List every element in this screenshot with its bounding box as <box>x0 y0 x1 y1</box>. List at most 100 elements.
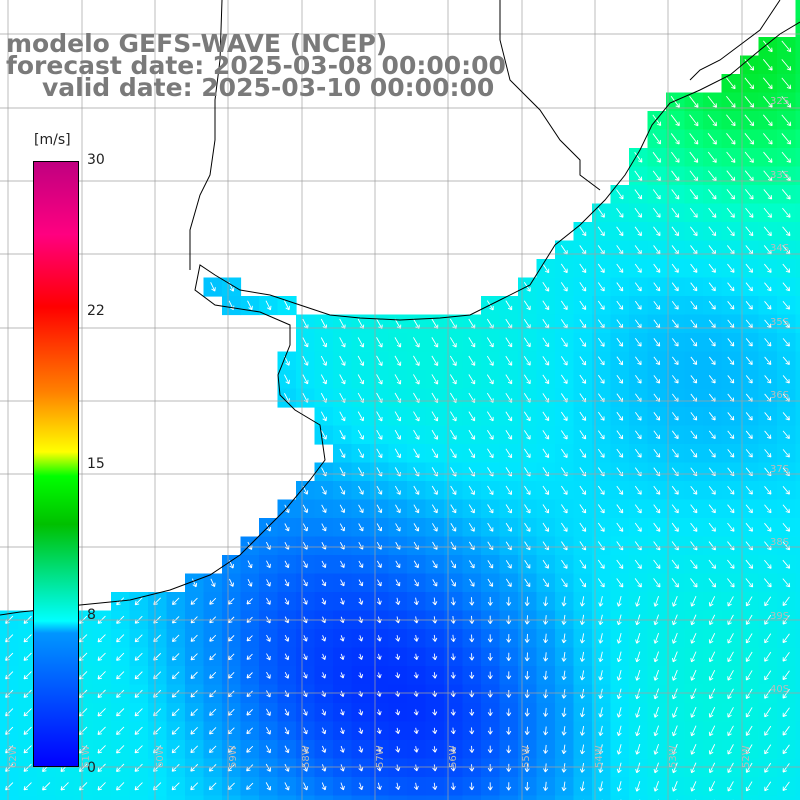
wind-arrow <box>707 151 717 163</box>
speed-cell <box>259 795 279 800</box>
wind-arrow <box>413 448 420 459</box>
wind-arrow <box>707 95 717 108</box>
wind-arrow <box>616 263 624 273</box>
wind-arrow <box>764 319 772 329</box>
wind-arrow <box>358 523 364 532</box>
wind-arrow <box>653 595 659 607</box>
wind-arrow <box>597 300 605 310</box>
wind-arrow <box>689 133 699 145</box>
wind-arrow <box>266 579 271 587</box>
wind-arrow <box>690 412 698 421</box>
wind-arrow <box>468 374 476 385</box>
wind-arrow <box>357 411 365 422</box>
wind-arrow <box>727 430 735 440</box>
wind-arrow <box>302 337 309 348</box>
wind-arrow <box>634 282 642 292</box>
wind-arrow <box>303 579 308 587</box>
wind-arrow <box>579 522 587 532</box>
wind-arrow <box>708 263 716 273</box>
wind-arrow <box>745 781 753 792</box>
wind-arrow <box>579 226 587 237</box>
wind-arrow <box>616 522 624 532</box>
wind-arrow <box>190 708 198 717</box>
wind-arrow <box>764 522 772 532</box>
wind-arrow <box>745 522 753 532</box>
speed-cell <box>795 407 800 427</box>
speed-cell <box>481 795 501 800</box>
wind-arrow <box>690 263 698 273</box>
wind-arrow <box>505 448 513 459</box>
wind-arrow <box>321 672 327 679</box>
wind-arrow <box>134 763 143 772</box>
wind-arrow <box>357 355 365 366</box>
wind-arrow <box>727 356 735 365</box>
wind-arrow <box>524 596 530 607</box>
speed-cell <box>277 795 297 800</box>
wind-arrow <box>450 579 456 587</box>
wind-arrow <box>561 633 567 644</box>
wind-arrow <box>134 782 143 791</box>
wind-arrow <box>542 282 550 292</box>
wind-arrow <box>523 430 531 440</box>
wind-arrow <box>763 189 773 200</box>
wind-arrow <box>358 597 364 605</box>
wind-arrow <box>116 652 125 661</box>
speed-cell <box>518 795 538 800</box>
wind-arrow <box>284 745 290 754</box>
speed-cell <box>795 425 800 445</box>
wind-arrow <box>764 670 772 681</box>
wind-arrow <box>357 374 365 385</box>
wind-arrow <box>450 523 457 532</box>
wind-arrow <box>707 170 717 182</box>
wind-arrow <box>394 355 402 367</box>
wind-arrow <box>690 596 697 607</box>
wind-arrow <box>745 707 753 718</box>
wind-arrow <box>727 578 735 588</box>
speed-cell <box>647 795 667 800</box>
wind-arrow <box>782 707 790 718</box>
wind-arrow <box>302 374 309 385</box>
wind-arrow <box>340 579 345 587</box>
wind-arrow <box>303 745 308 754</box>
wind-arrow <box>561 763 567 773</box>
longitude-label: 62W <box>8 745 19 768</box>
wind-arrow <box>782 633 790 644</box>
speed-cell <box>18 795 38 800</box>
wind-arrow <box>487 727 493 735</box>
wind-arrow <box>265 708 271 717</box>
wind-arrow <box>764 781 772 792</box>
speed-cell <box>795 74 800 94</box>
wind-arrow <box>782 338 790 347</box>
speed-cell <box>795 111 800 131</box>
wind-arrow <box>413 709 419 716</box>
wind-arrow <box>671 578 679 588</box>
wind-arrow <box>634 263 642 273</box>
speed-cell <box>795 370 800 390</box>
wind-arrow <box>579 300 587 310</box>
wind-arrow <box>708 226 717 237</box>
wind-arrow <box>634 226 642 237</box>
wind-arrow <box>469 578 475 587</box>
wind-arrow <box>321 597 327 605</box>
wind-arrow <box>653 375 661 384</box>
wind-arrow <box>209 634 217 642</box>
wind-arrow <box>413 764 419 772</box>
speed-cell <box>795 740 800 760</box>
wind-arrow <box>745 762 753 773</box>
wind-arrow <box>745 670 753 681</box>
wind-arrow <box>616 430 624 440</box>
wind-arrow <box>506 708 512 717</box>
wind-arrow <box>671 282 679 292</box>
wind-arrow <box>763 133 773 145</box>
wind-arrow <box>23 708 32 717</box>
wind-arrow <box>727 781 734 792</box>
wind-arrow <box>653 504 661 514</box>
wind-arrow <box>524 504 531 514</box>
wind-arrow <box>190 782 199 791</box>
wind-arrow <box>690 375 698 384</box>
wind-arrow <box>302 504 309 514</box>
wind-arrow <box>690 578 698 588</box>
colorbar-tick-8: 8 <box>87 607 96 623</box>
wind-arrow <box>745 449 753 458</box>
wind-arrow <box>450 411 457 422</box>
